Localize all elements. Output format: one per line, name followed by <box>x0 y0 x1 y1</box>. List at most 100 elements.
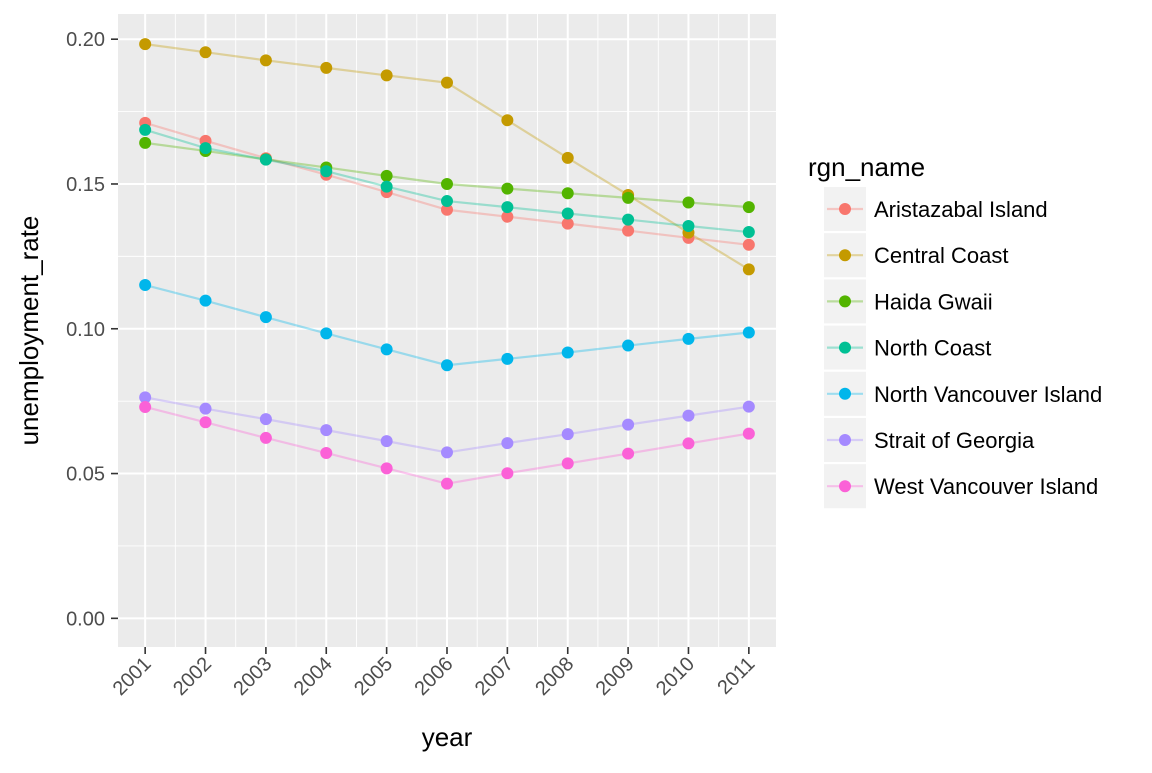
data-point <box>199 402 212 415</box>
data-point <box>320 424 333 437</box>
data-point <box>199 142 212 155</box>
data-point <box>139 400 152 413</box>
major-gridlines <box>118 14 776 647</box>
y-tick-label: 0.10 <box>66 319 105 341</box>
data-point <box>441 195 453 208</box>
data-point <box>441 76 453 89</box>
legend-label: Strait of Georgia <box>874 428 1035 453</box>
data-point <box>561 217 574 230</box>
data-point <box>199 416 212 429</box>
legend-item: Haida Gwaii <box>824 279 993 324</box>
data-point <box>441 446 453 459</box>
data-point <box>501 437 514 450</box>
legend-key-point <box>839 480 851 493</box>
data-point <box>622 224 635 237</box>
y-tick-label: 0.20 <box>66 29 105 51</box>
y-axis: 0.00 0.05 0.10 0.15 0.20 <box>66 29 118 630</box>
data-point <box>561 151 574 164</box>
data-point <box>682 409 695 422</box>
y-tick-label: 0.05 <box>66 464 105 486</box>
legend-item: North Vancouver Island <box>824 371 1102 416</box>
legend-key-point <box>839 387 851 400</box>
legend-key-point <box>839 295 851 308</box>
legend-items: Aristazabal Island Central Coast Haida Gwa… <box>824 187 1102 509</box>
data-point <box>380 169 393 182</box>
data-point <box>259 413 272 426</box>
data-point <box>622 447 635 460</box>
data-point <box>380 343 393 356</box>
data-point <box>380 69 393 82</box>
data-point <box>742 326 755 339</box>
data-point <box>259 153 272 166</box>
y-tick-label: 0.15 <box>66 174 105 196</box>
data-point <box>259 54 272 67</box>
data-point <box>380 180 393 193</box>
data-point <box>561 187 574 200</box>
data-point <box>441 177 453 190</box>
data-point <box>622 191 635 204</box>
data-point <box>501 352 514 365</box>
data-point <box>501 201 514 214</box>
data-point <box>622 339 635 352</box>
legend-label: Central Coast <box>874 243 1009 268</box>
data-point <box>501 182 514 195</box>
data-point <box>561 207 574 220</box>
legend-label: North Vancouver Island <box>874 382 1102 407</box>
minor-gridlines <box>118 14 776 647</box>
data-point <box>199 294 212 307</box>
legend-title: rgn_name <box>808 152 925 182</box>
data-point <box>501 467 514 480</box>
data-point <box>380 435 393 448</box>
data-point <box>742 201 755 214</box>
x-axis-title: year <box>422 722 473 752</box>
data-point <box>561 428 574 441</box>
legend-label: Aristazabal Island <box>874 197 1048 222</box>
data-point <box>682 437 695 450</box>
legend-key-point <box>839 434 851 446</box>
y-tick-label: 0.00 <box>66 608 105 630</box>
legend-item: North Coast <box>824 325 991 370</box>
legend-item: West Vancouver Island <box>824 464 1098 509</box>
data-point <box>199 46 212 59</box>
legend-label: West Vancouver Island <box>874 474 1098 499</box>
data-point <box>742 427 755 440</box>
data-point <box>441 359 453 372</box>
data-point <box>320 61 333 74</box>
data-point <box>742 226 755 239</box>
data-point <box>501 210 514 223</box>
data-point <box>622 213 635 226</box>
data-point <box>501 114 514 127</box>
data-point <box>682 332 695 345</box>
legend: rgn_name Aristazabal Island Central Coast… <box>808 152 1102 509</box>
series-points <box>139 38 755 490</box>
data-point <box>622 418 635 431</box>
data-point <box>742 238 755 251</box>
data-point <box>139 123 152 136</box>
legend-item: Strait of Georgia <box>824 418 1035 462</box>
data-point <box>742 400 755 413</box>
data-point <box>682 219 695 232</box>
data-point <box>441 477 453 490</box>
legend-item: Central Coast <box>824 233 1009 278</box>
data-point <box>320 327 333 340</box>
data-point <box>139 136 152 149</box>
legend-key-point <box>839 341 851 354</box>
data-point <box>320 165 333 178</box>
data-point <box>441 203 453 216</box>
data-point <box>139 279 152 292</box>
data-point <box>380 462 393 475</box>
legend-label: Haida Gwaii <box>874 289 993 314</box>
data-point <box>139 38 152 51</box>
data-point <box>561 457 574 470</box>
data-point <box>561 346 574 359</box>
data-point <box>259 311 272 324</box>
data-point <box>139 391 152 404</box>
legend-label: North Coast <box>874 336 991 361</box>
legend-key-point <box>839 249 851 262</box>
data-point <box>682 196 695 209</box>
data-point <box>742 263 755 276</box>
y-axis-title: unemployment_rate <box>14 216 44 446</box>
data-point <box>320 446 333 459</box>
legend-key-point <box>839 203 851 215</box>
